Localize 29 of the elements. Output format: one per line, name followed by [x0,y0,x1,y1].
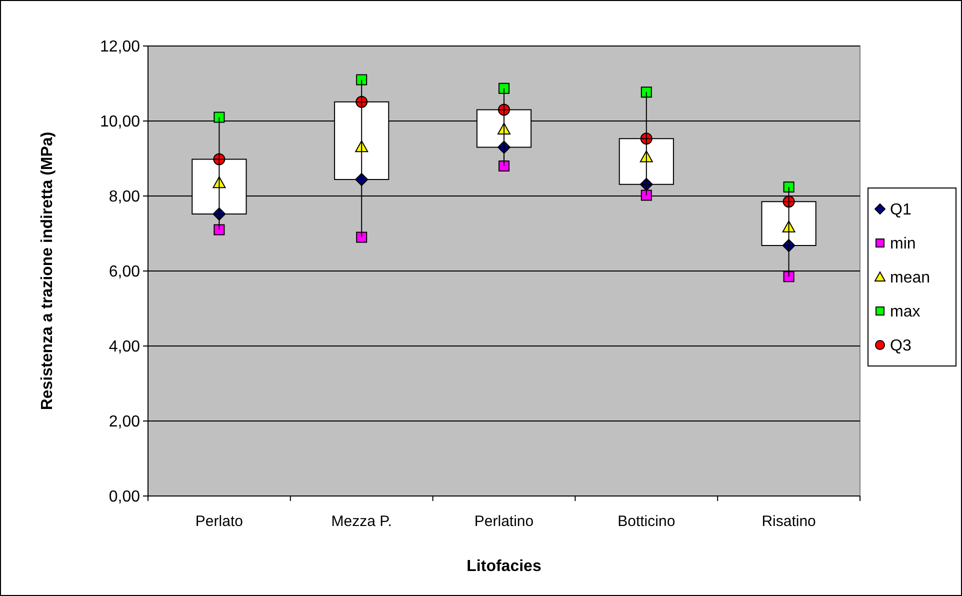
legend-label: min [890,236,916,253]
point [356,74,368,86]
point [214,112,225,123]
y-tick-label: 12,00 [100,38,140,56]
point [356,232,368,243]
point [640,86,652,98]
point [498,160,510,172]
point [640,190,652,201]
legend-label: mean [890,270,930,287]
legend-label: Q1 [890,202,912,219]
legend-label: Q3 [890,338,912,355]
x-tick-label: Perlatino [474,513,534,530]
point [498,82,510,94]
x-tick-label: Botticino [618,513,676,530]
point [783,182,794,192]
y-tick-label: 8,00 [108,188,140,206]
y-tick-label: 4,00 [108,338,140,356]
x-tick-label: Risatino [762,513,816,530]
x-axis-title: Litofacies [466,558,542,575]
x-tick-label: Mezza P. [331,513,392,530]
y-tick-label: 6,00 [108,264,140,281]
y-tick-label: 0,00 [108,488,140,506]
legend-label: max [890,304,920,321]
point [214,224,225,236]
point [783,271,794,282]
y-tick-label: 10,00 [100,114,140,131]
x-tick-label: Perlato [195,513,243,530]
y-axis-title: Resistenza a trazione indiretta (MPa) [39,132,56,410]
y-tick-label: 2,00 [108,414,140,431]
